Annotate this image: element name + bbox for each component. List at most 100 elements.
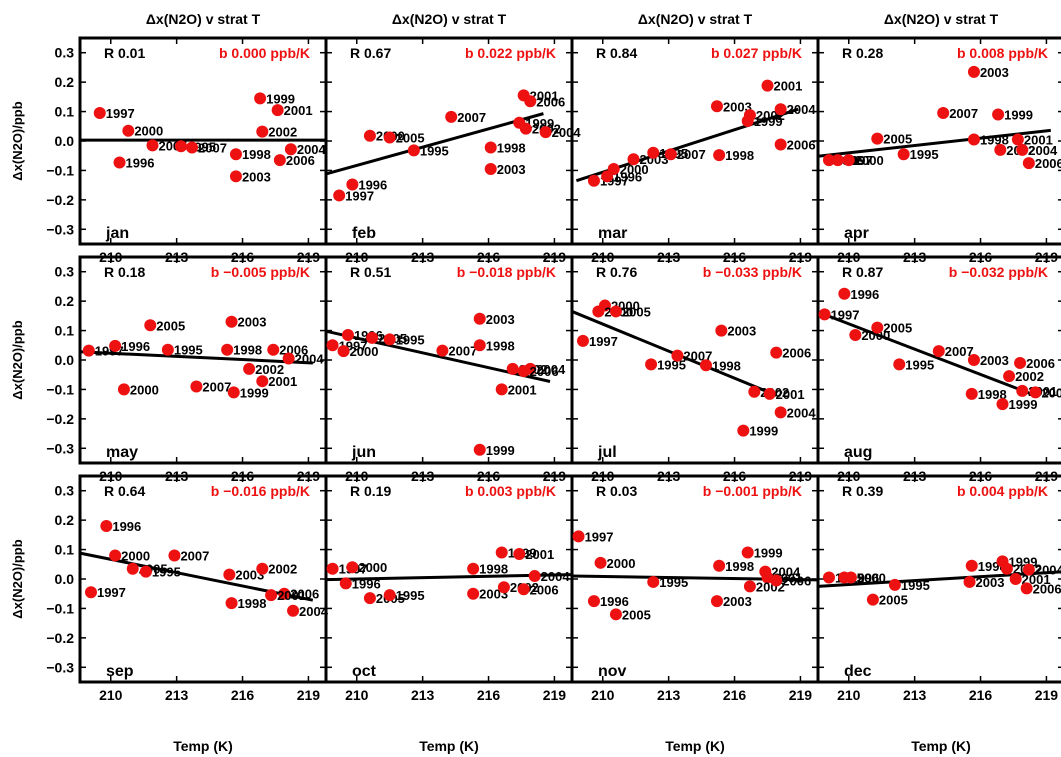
data-point <box>741 546 754 559</box>
x-tick-label: 219 <box>297 687 321 703</box>
x-tick-label: 216 <box>477 687 501 703</box>
r-value: R 0.01 <box>104 45 145 61</box>
year-label: 1997 <box>106 106 135 121</box>
data-point <box>383 333 396 346</box>
data-point <box>168 549 181 562</box>
r-value: R 0.87 <box>842 264 883 280</box>
year-label: 1995 <box>396 332 425 347</box>
y-axis-label: Δx(N2O)/ppb <box>10 539 25 618</box>
data-point <box>1022 157 1035 170</box>
year-label: 1995 <box>420 143 449 158</box>
data-point <box>243 362 256 375</box>
data-point <box>517 583 530 596</box>
year-label: 2004 <box>787 405 817 420</box>
year-label: 1999 <box>1009 397 1038 412</box>
data-point <box>346 561 359 574</box>
y-tick-label: −0.1 <box>46 600 74 616</box>
data-point <box>473 339 486 352</box>
data-point <box>144 319 157 332</box>
r-value: R 0.64 <box>104 483 145 499</box>
year-label: 2006 <box>290 587 319 602</box>
data-point <box>271 104 284 117</box>
y-tick-label: −0.1 <box>46 162 74 178</box>
data-point <box>467 587 480 600</box>
x-tick-label: 213 <box>411 687 435 703</box>
year-label: 2000 <box>620 162 649 177</box>
year-label: 1997 <box>585 529 614 544</box>
year-label: 2000 <box>134 124 163 139</box>
x-axis-label: Temp (K) <box>419 738 479 754</box>
year-label: 2006 <box>530 364 559 379</box>
year-label: 1999 <box>754 114 783 129</box>
year-label: 2007 <box>945 344 974 359</box>
y-tick-label: 0.1 <box>55 323 75 339</box>
month-label: sep <box>106 663 134 680</box>
year-label: 2001 <box>508 382 537 397</box>
data-point <box>407 144 420 157</box>
year-label: 1995 <box>174 343 203 358</box>
data-point <box>761 79 774 92</box>
data-point <box>994 143 1007 156</box>
data-point <box>229 148 242 161</box>
y-tick-label: 0.3 <box>55 483 75 499</box>
x-tick-label: 210 <box>837 687 861 703</box>
data-point <box>965 559 978 572</box>
x-tick-label: 216 <box>723 687 747 703</box>
data-point <box>893 358 906 371</box>
data-point <box>715 324 728 337</box>
panel-mar: 2102132162191997199620002003199520071998… <box>570 36 820 265</box>
data-point <box>587 174 600 187</box>
year-label: 2007 <box>448 344 477 359</box>
data-point <box>265 589 278 602</box>
data-point <box>363 592 376 605</box>
year-label: 1998 <box>725 148 754 163</box>
data-point <box>645 358 658 371</box>
y-tick-label: 0.0 <box>55 571 75 587</box>
data-point <box>609 305 622 318</box>
year-label: 2002 <box>255 362 284 377</box>
data-point <box>967 354 980 366</box>
data-point <box>484 162 497 175</box>
column-title: Δx(N2O) v strat T <box>638 11 753 27</box>
data-point <box>897 148 910 161</box>
data-point <box>122 124 135 137</box>
year-label: 2006 <box>1035 156 1061 171</box>
x-tick-label: 219 <box>543 687 567 703</box>
data-point <box>363 129 376 142</box>
data-point <box>473 312 486 325</box>
month-label: oct <box>352 663 377 680</box>
regression-line <box>325 112 544 176</box>
x-tick-label: 213 <box>657 687 681 703</box>
regression-line <box>817 310 1032 396</box>
y-tick-label: 0.2 <box>55 512 75 528</box>
data-point <box>117 383 130 396</box>
year-label: 2007 <box>180 548 209 563</box>
y-tick-label: −0.3 <box>46 440 74 456</box>
year-label: 2000 <box>130 382 159 397</box>
slope-value: b −0.032 ppb/K <box>949 264 1048 280</box>
month-label: jul <box>597 444 617 461</box>
y-tick-label: −0.1 <box>46 381 74 397</box>
data-point <box>497 581 510 594</box>
x-tick-label: 210 <box>591 687 615 703</box>
x-axis-label: Temp (K) <box>173 738 233 754</box>
year-label: 1999 <box>749 424 778 439</box>
data-point <box>506 362 519 375</box>
year-label: 1996 <box>352 576 381 591</box>
year-label: 2007 <box>198 140 227 155</box>
year-label: 2001 <box>773 79 802 94</box>
data-point <box>748 385 761 398</box>
data-point <box>967 133 980 146</box>
year-label: 2000 <box>358 560 387 575</box>
data-point <box>743 580 756 593</box>
year-label: 2003 <box>238 315 267 330</box>
slope-value: b 0.027 ppb/K <box>711 45 802 61</box>
data-point <box>495 546 508 559</box>
y-tick-label: 0.0 <box>55 133 75 149</box>
year-label: 2003 <box>976 575 1005 590</box>
data-point <box>256 125 269 138</box>
data-point <box>996 398 1009 411</box>
slope-value: b 0.004 ppb/K <box>957 483 1048 499</box>
